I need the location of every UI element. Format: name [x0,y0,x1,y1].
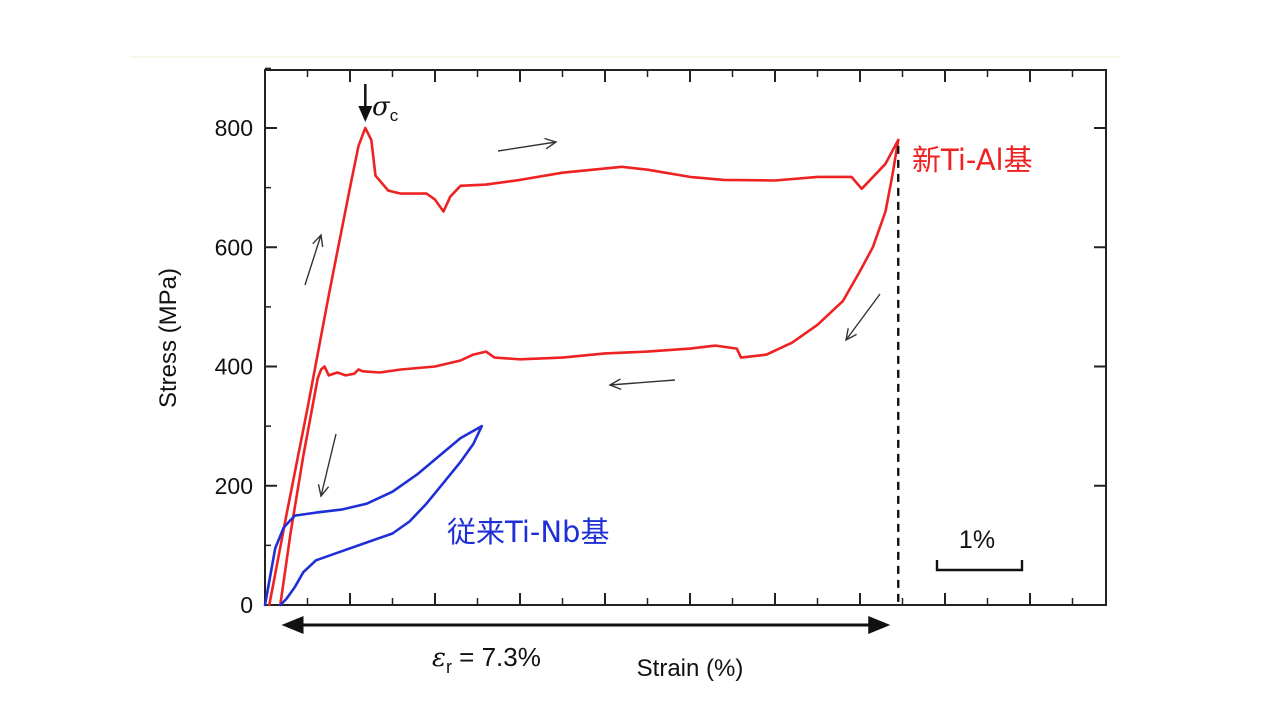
series-label-ti-al: 新Ti-Al基 [912,143,1033,177]
plateau-forward-arrow [497,141,557,152]
sigma-c-label: σc [372,92,399,125]
y-tick-label: 0 [240,592,253,618]
series-layer [263,126,900,607]
plateau-forward-arrow-head [544,137,558,150]
series-line-0 [268,126,900,607]
strain-arrow-left-head [281,616,304,634]
y-axis-ticks: 0 200 400 600 800 [215,67,1106,618]
y-tick-label: 600 [215,234,253,260]
x-axis-title: Strain (%) [637,655,744,682]
epsilon-symbol: ε [432,643,446,673]
unloading-direction-arrow-head [845,328,857,342]
y-tick-label: 400 [215,354,253,380]
scale-bar-label: 1% [959,526,995,554]
series-line-1 [263,424,484,607]
series-label-ti-nb: 従来Ti-Nb基 [447,515,609,549]
sigma-arrow-head [358,106,373,122]
strain-recovery-label: εr = 7.3% [432,642,541,677]
loading-direction-arrow [304,234,322,286]
annotation-layer [281,84,1024,634]
plateau-return-arrow [609,379,676,386]
sigma-subscript: c [390,106,399,125]
plot-frame [264,69,1107,606]
loading-direction-arrow-head [312,233,324,247]
sigma-symbol: σ [372,92,391,122]
strain-arrow-right-head [868,616,891,634]
ti-nb-direction-arrow-head [317,484,330,498]
y-tick-label: 200 [215,473,253,499]
strain-value: = 7.3% [452,642,541,672]
scale-bar [935,560,1024,572]
unloading-direction-arrow [845,293,881,341]
y-axis-title: Stress (MPa) [155,268,182,408]
y-tick-label: 800 [215,115,253,141]
plateau-return-arrow-head [608,378,622,391]
x-axis-ticks [264,70,1074,605]
epsilon-subscript: r [446,657,452,677]
ti-nb-direction-arrow [320,433,337,497]
